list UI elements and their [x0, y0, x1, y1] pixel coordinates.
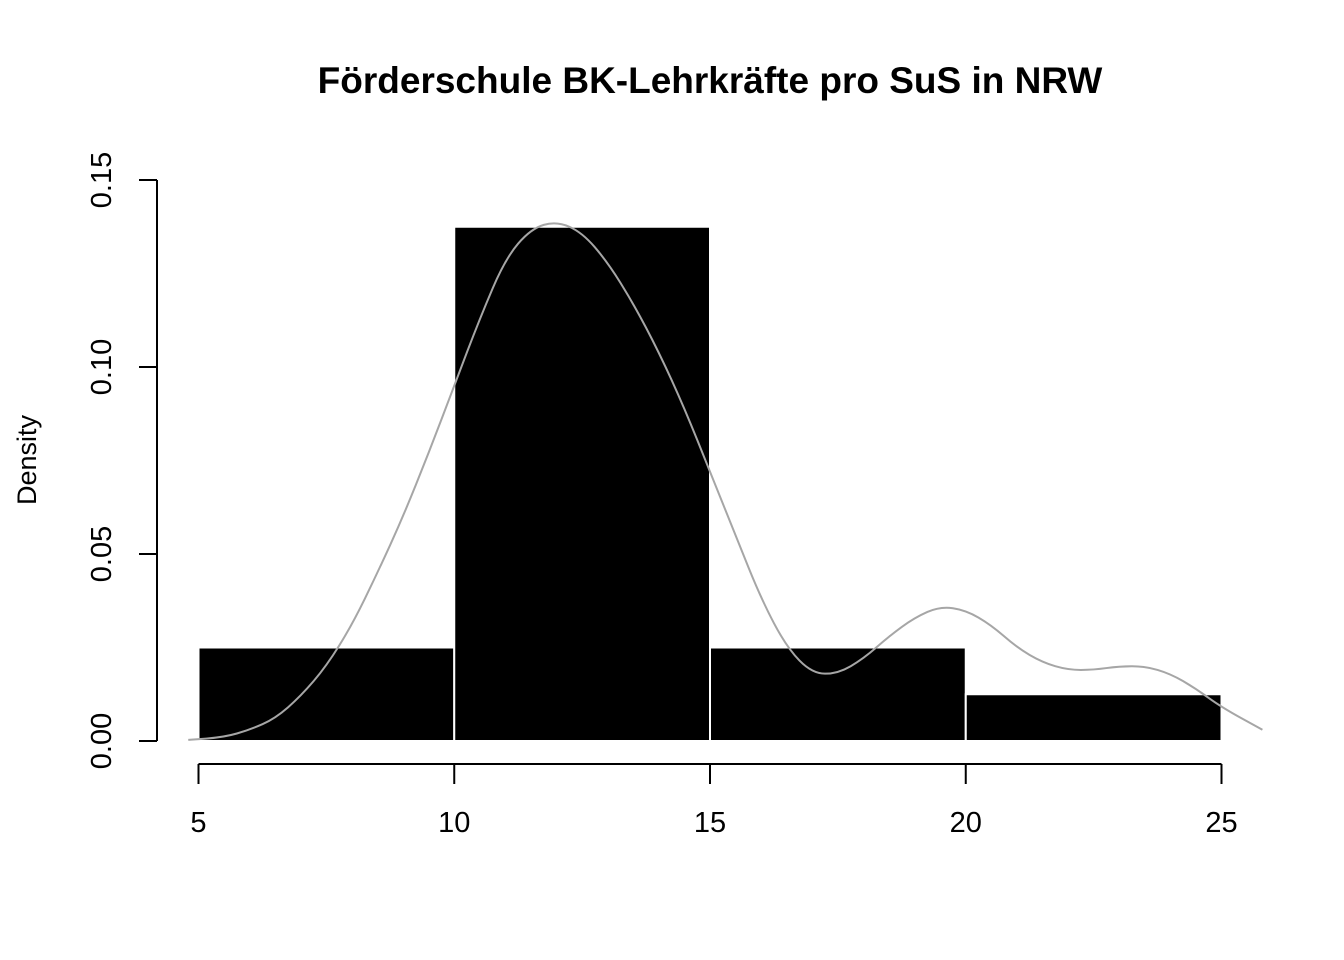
- x-tick-label: 20: [950, 807, 982, 839]
- y-axis: 0.00 0.05 0.10 0.15: [86, 152, 158, 769]
- chart-title: Förderschule BK-Lehrkräfte pro SuS in NR…: [318, 60, 1103, 101]
- y-tick-label: 0.00: [86, 713, 118, 769]
- y-tick-label: 0.10: [86, 339, 118, 395]
- x-axis: 5 10 15 20 25: [190, 763, 1238, 839]
- histogram-bar-1: [197, 646, 456, 742]
- y-tick-label: 0.05: [86, 526, 118, 582]
- density-curve-group: [188, 222, 1263, 741]
- histogram-bars: [197, 225, 1223, 742]
- density-curve: [188, 222, 1263, 741]
- y-axis-label: Density: [12, 414, 42, 505]
- x-tick-label: 5: [190, 807, 206, 839]
- x-tick-label: 25: [1205, 807, 1237, 839]
- histogram-bar-4: [964, 693, 1223, 742]
- x-tick-label: 10: [438, 807, 470, 839]
- histogram-bar-3: [709, 646, 967, 742]
- x-tick-label: 15: [694, 807, 726, 839]
- y-tick-label: 0.15: [86, 152, 118, 208]
- histogram-bar-2: [453, 225, 711, 742]
